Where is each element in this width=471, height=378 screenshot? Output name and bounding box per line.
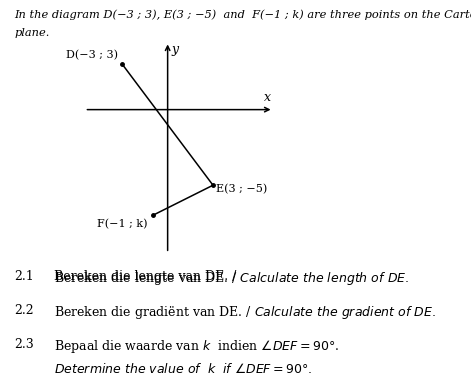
Text: Bepaal die waarde van $k$  indien $\angle{DEF} = 90°$.: Bepaal die waarde van $k$ indien $\angle… xyxy=(54,338,339,355)
Text: 2.3: 2.3 xyxy=(14,338,34,351)
Text: E(3 ; −5): E(3 ; −5) xyxy=(216,184,267,194)
Text: y: y xyxy=(171,43,179,56)
Text: Bereken die lengte van DE. / $\it{Calculate\ the\ length\ of\ DE.}$: Bereken die lengte van DE. / $\it{Calcul… xyxy=(54,270,409,287)
Text: 2.2: 2.2 xyxy=(14,304,34,317)
Text: $\it{Determine\ the\ value\ of}$  $\it{k}$  $\it{if\ \angle DEF = 90°.}$: $\it{Determine\ the\ value\ of}$ $\it{k}… xyxy=(54,362,312,376)
Text: In the diagram D(−3 ; 3), E(3 ; −5)  and  F(−1 ; k) are three points on the Cart: In the diagram D(−3 ; 3), E(3 ; −5) and … xyxy=(14,9,471,20)
Text: Bereken die gradiënt van DE. / $\it{Calculate\ the\ gradient\ of\ DE.}$: Bereken die gradiënt van DE. / $\it{Calc… xyxy=(54,304,436,321)
Text: 2.1: 2.1 xyxy=(14,270,34,283)
Text: plane.: plane. xyxy=(14,28,49,38)
Text: F(−1 ; k): F(−1 ; k) xyxy=(97,219,148,229)
Text: Bereken die lengte van DE. /: Bereken die lengte van DE. / xyxy=(54,270,241,283)
Text: x: x xyxy=(264,91,271,104)
Text: D(−3 ; 3): D(−3 ; 3) xyxy=(66,50,119,60)
